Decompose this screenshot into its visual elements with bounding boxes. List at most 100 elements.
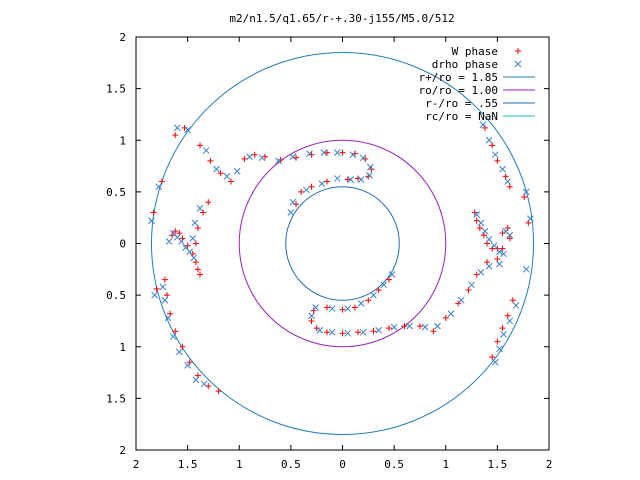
data-point [365, 297, 372, 304]
data-point [194, 266, 201, 273]
data-point [442, 314, 449, 321]
circle-r-ro-55 [285, 186, 400, 301]
data-point [375, 286, 382, 293]
data-point [308, 317, 315, 324]
data-point [186, 359, 193, 366]
data-point [375, 326, 382, 334]
data-point [312, 304, 320, 311]
data-point [354, 329, 361, 336]
data-point [313, 325, 320, 332]
data-point [494, 245, 501, 252]
y-tick-label: 0 [119, 238, 126, 251]
data-point [494, 255, 501, 262]
legend-label: ro/ro = 1.00 [419, 84, 498, 97]
data-point [289, 198, 297, 206]
data-point [192, 240, 199, 247]
circle-r-ro-1-85 [150, 51, 535, 436]
data-point [324, 304, 331, 311]
data-point [502, 173, 509, 180]
data-point [215, 388, 222, 395]
data-point [421, 323, 429, 331]
data-point [184, 126, 191, 134]
x-tick-label: 0.5 [384, 458, 404, 471]
data-point [496, 345, 503, 353]
data-point [328, 328, 336, 336]
data-point [251, 151, 258, 158]
data-point [465, 286, 472, 293]
data-point [227, 178, 234, 185]
data-point [339, 306, 346, 313]
data-point [306, 150, 313, 158]
data-point [308, 312, 315, 320]
x-tick-label: 1.5 [487, 458, 507, 471]
data-point [289, 153, 297, 161]
data-point [509, 297, 516, 304]
data-point [504, 225, 511, 232]
data-point [512, 302, 520, 309]
data-point [163, 292, 170, 299]
data-point [303, 186, 310, 194]
data-point [485, 136, 493, 144]
legend-label: W phase [452, 45, 498, 58]
data-point [189, 250, 196, 257]
data-point [148, 217, 155, 225]
x-tick-label: 0.5 [281, 458, 301, 471]
x-axis: 2 1.5 1 0.5 0 0.5 1 1.5 2 [133, 37, 552, 471]
data-point [370, 291, 377, 299]
data-point [357, 176, 365, 183]
x-tick-label: 2 [133, 458, 140, 471]
data-point [298, 188, 305, 195]
data-point [357, 300, 365, 307]
data-point [207, 157, 214, 164]
data-point [380, 281, 388, 289]
data-point [447, 310, 455, 318]
data-point [499, 165, 506, 173]
y-tick-label: 1.5 [106, 83, 126, 96]
data-point [527, 215, 534, 223]
data-point [320, 149, 328, 156]
data-point [359, 328, 367, 336]
data-point [179, 343, 186, 350]
legend-label: drho phase [432, 58, 498, 71]
data-point [480, 232, 487, 239]
data-point [155, 183, 163, 191]
data-point [181, 124, 188, 131]
reference-circles [150, 51, 535, 436]
data-point [455, 300, 462, 307]
y-tick-label: 0.5 [106, 186, 126, 199]
data-point [172, 328, 179, 335]
series-drho-phase [148, 121, 534, 388]
data-point [477, 219, 485, 227]
data-point [522, 188, 530, 196]
data-point [189, 234, 197, 242]
data-point [223, 173, 231, 180]
data-point [485, 262, 493, 270]
data-point [192, 376, 200, 384]
legend-label: r+/ro = 1.85 [419, 71, 498, 84]
data-point [293, 201, 300, 208]
data-point [308, 183, 315, 190]
data-point [176, 348, 183, 356]
data-point [233, 167, 241, 175]
y-tick-label: 2 [119, 444, 126, 457]
data-point [491, 358, 499, 366]
data-point [367, 163, 374, 171]
data-point [506, 235, 513, 242]
data-point [308, 151, 315, 158]
data-point [499, 325, 506, 332]
data-point [184, 361, 191, 369]
data-point [151, 291, 158, 299]
data-point [339, 330, 346, 337]
data-point [500, 250, 507, 258]
data-point [499, 230, 506, 237]
data-point [310, 307, 317, 314]
data-point [324, 329, 331, 336]
data-point [491, 151, 499, 159]
x-tick-label: 1 [442, 458, 449, 471]
data-point [485, 236, 493, 243]
data-point [490, 242, 498, 249]
data-point [430, 328, 437, 335]
data-point [165, 238, 173, 245]
data-point [489, 245, 496, 252]
